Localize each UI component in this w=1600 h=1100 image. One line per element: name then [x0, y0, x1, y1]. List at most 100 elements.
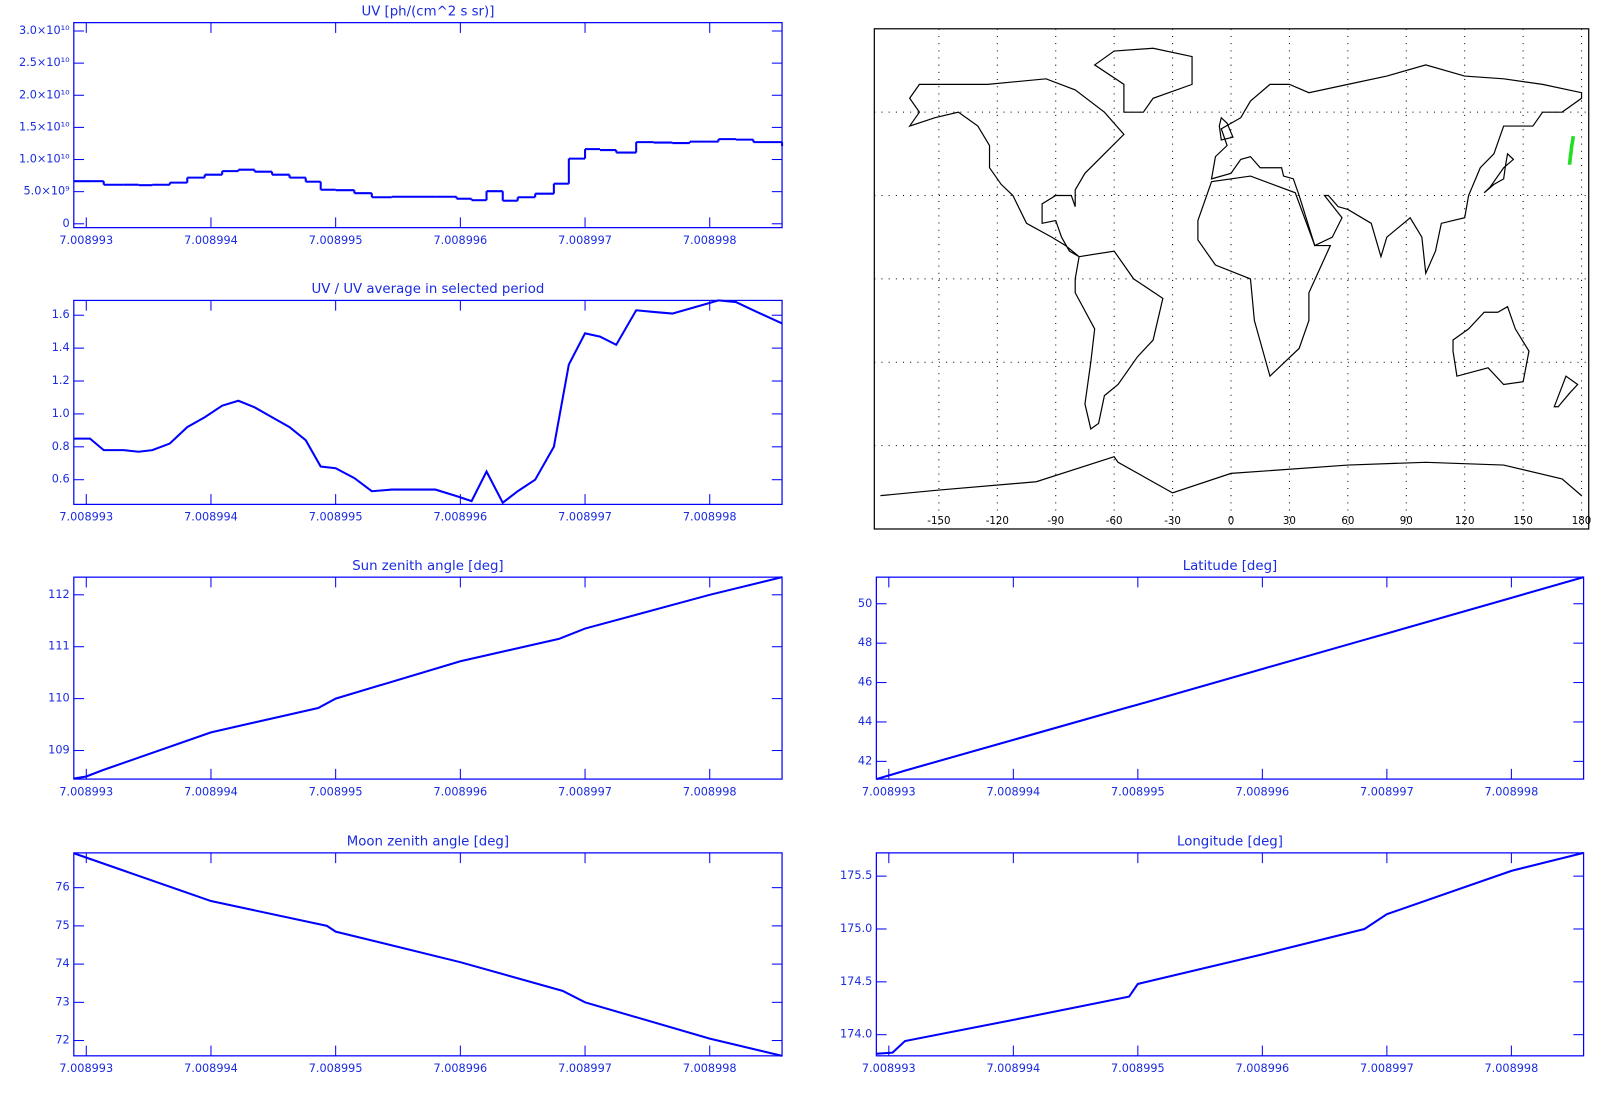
y-tick-label: 1.5×10¹⁰ — [19, 120, 70, 133]
y-tick-label: 1.2 — [52, 374, 70, 387]
plot-frame — [73, 852, 783, 1057]
x-tick-label: 7.008995 — [1111, 1062, 1165, 1075]
x-tick-label: 7.008994 — [184, 234, 238, 247]
y-tick-label: 2.5×10¹⁰ — [19, 56, 70, 69]
map-lon-label: 180 — [1572, 515, 1592, 527]
data-line — [876, 851, 1584, 1055]
map-lon-label: -90 — [1047, 515, 1064, 527]
orbit-track — [1567, 135, 1575, 165]
map-lon-label: 90 — [1400, 515, 1413, 527]
y-tick-label: 46 — [858, 676, 872, 689]
y-tick-label: 112 — [48, 588, 70, 601]
y-tick-label: 110 — [48, 692, 70, 705]
map-frame — [873, 28, 1590, 530]
y-tick-label: 3.0×10¹⁰ — [19, 24, 70, 37]
y-tick-label: 175.5 — [840, 869, 872, 882]
y-tick-label: 175.0 — [840, 922, 872, 935]
y-tick-label: 73 — [55, 995, 69, 1008]
x-tick-label: 7.008997 — [558, 511, 612, 524]
y-tick-label: 0 — [63, 217, 70, 230]
x-tick-label: 7.008993 — [59, 511, 113, 524]
y-tick-label: 0.8 — [52, 440, 70, 453]
y-tick-label: 72 — [55, 1034, 69, 1047]
x-tick-label: 7.008998 — [683, 511, 737, 524]
x-tick-label: 7.008998 — [683, 785, 737, 798]
x-tick-label: 7.008995 — [1111, 785, 1165, 798]
map-lon-label: 30 — [1283, 515, 1296, 527]
map-lon-label: -120 — [986, 515, 1009, 527]
x-tick-label: 7.008998 — [683, 234, 737, 247]
x-tick-label: 7.008996 — [433, 511, 487, 524]
x-tick-label: 7.008994 — [184, 785, 238, 798]
x-tick-label: 7.008996 — [1235, 1062, 1289, 1075]
x-tick-label: 7.008997 — [1360, 1062, 1414, 1075]
x-tick-label: 7.008995 — [309, 1062, 363, 1075]
y-tick-label: 42 — [858, 754, 872, 767]
y-tick-label: 2.0×10¹⁰ — [19, 88, 70, 101]
x-tick-label: 7.008998 — [1484, 1062, 1538, 1075]
data-line — [73, 852, 783, 1057]
plot-frame — [73, 576, 783, 780]
y-tick-label: 174.5 — [840, 975, 872, 988]
x-tick-label: 7.008997 — [558, 1062, 612, 1075]
x-tick-label: 7.008996 — [433, 234, 487, 247]
data-line — [73, 576, 783, 780]
x-tick-label: 7.008993 — [862, 1062, 916, 1075]
y-tick-label: 174.0 — [840, 1028, 872, 1041]
x-tick-label: 7.008993 — [59, 234, 113, 247]
y-tick-label: 44 — [858, 715, 872, 728]
x-tick-label: 7.008996 — [433, 785, 487, 798]
x-tick-label: 7.008996 — [433, 1062, 487, 1075]
x-tick-label: 7.008995 — [309, 511, 363, 524]
data-line — [73, 299, 783, 505]
x-tick-label: 7.008993 — [59, 785, 113, 798]
x-tick-label: 7.008998 — [1484, 785, 1538, 798]
y-tick-label: 5.0×10⁹ — [23, 185, 70, 198]
y-tick-label: 109 — [48, 744, 70, 757]
x-tick-label: 7.008997 — [558, 234, 612, 247]
x-tick-label: 7.008998 — [683, 1062, 737, 1075]
y-tick-label: 0.6 — [52, 473, 70, 486]
map-lon-label: 120 — [1455, 515, 1475, 527]
x-tick-label: 7.008993 — [862, 785, 916, 798]
x-tick-label: 7.008994 — [986, 785, 1040, 798]
x-tick-label: 7.008994 — [184, 511, 238, 524]
chart-title: Sun zenith angle [deg] — [352, 559, 503, 574]
y-tick-label: 111 — [48, 640, 70, 653]
map-lon-label: 0 — [1228, 515, 1235, 527]
y-tick-label: 1.4 — [52, 341, 70, 354]
y-tick-label: 76 — [55, 881, 69, 894]
y-tick-label: 75 — [55, 919, 69, 932]
plot-frame — [73, 299, 783, 506]
map-lon-label: -60 — [1106, 515, 1123, 527]
y-tick-label: 50 — [858, 597, 872, 610]
x-tick-label: 7.008997 — [1360, 785, 1414, 798]
chart-title: Moon zenith angle [deg] — [347, 835, 509, 850]
chart-title: UV / UV average in selected period — [312, 282, 545, 297]
map-lon-label: 150 — [1513, 515, 1533, 527]
map-lon-label: 60 — [1341, 515, 1354, 527]
chart-title: Longitude [deg] — [1177, 835, 1283, 850]
chart-title: UV [ph/(cm^2 s sr)] — [361, 4, 494, 19]
data-line — [876, 576, 1584, 781]
x-tick-label: 7.008993 — [59, 1062, 113, 1075]
y-tick-label: 1.6 — [52, 308, 70, 321]
plot-frame — [875, 852, 1585, 1057]
coastlines — [880, 48, 1581, 495]
x-tick-label: 7.008995 — [309, 785, 363, 798]
plot-frame — [73, 22, 783, 229]
x-tick-label: 7.008995 — [309, 234, 363, 247]
plot-frame — [875, 576, 1585, 780]
y-tick-label: 48 — [858, 636, 872, 649]
map-lon-label: -30 — [1164, 515, 1181, 527]
x-tick-label: 7.008996 — [1235, 785, 1289, 798]
chart-title: Latitude [deg] — [1183, 559, 1278, 574]
y-tick-label: 74 — [55, 957, 69, 970]
x-tick-label: 7.008994 — [986, 1062, 1040, 1075]
x-tick-label: 7.008997 — [558, 785, 612, 798]
y-tick-label: 1.0×10¹⁰ — [19, 153, 70, 166]
y-tick-label: 1.0 — [52, 407, 70, 420]
x-tick-label: 7.008994 — [184, 1062, 238, 1075]
map-lon-label: -150 — [927, 515, 950, 527]
